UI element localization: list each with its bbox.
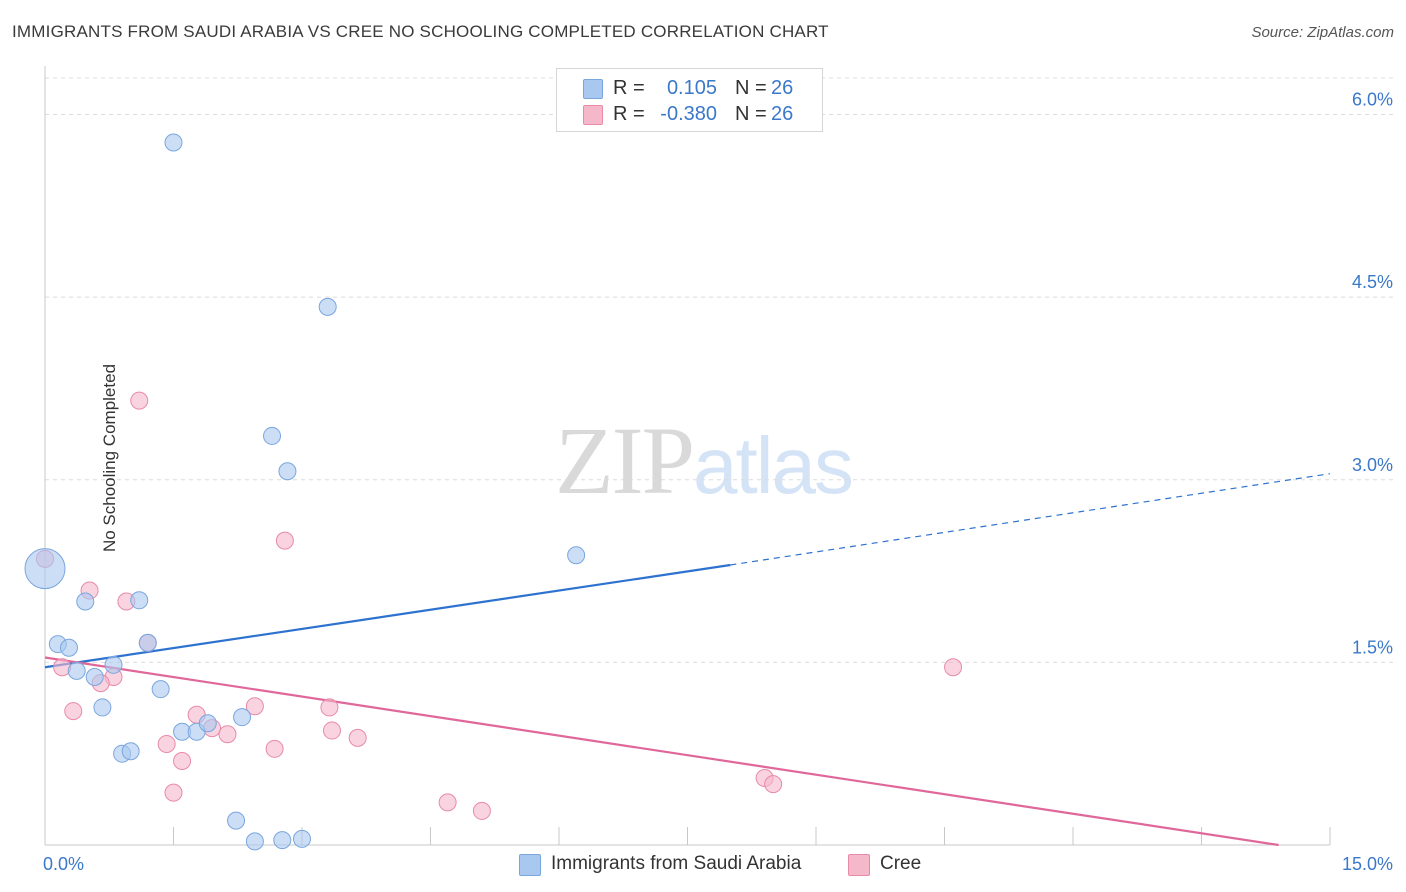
legend-n-label: N = <box>735 103 767 125</box>
x-tick-label: 0.0% <box>43 854 84 874</box>
watermark-atlas: atlas <box>693 421 854 510</box>
series-legend-swatch-saudi <box>519 854 541 876</box>
legend-n-label: N = <box>735 77 767 99</box>
legend-r-label: R = <box>613 103 645 125</box>
data-point-saudi <box>263 426 282 445</box>
point-layer <box>24 133 963 851</box>
chart-title: IMMIGRANTS FROM SAUDI ARABIA VS CREE NO … <box>12 22 829 41</box>
data-point-cree <box>438 793 457 812</box>
data-point-cree <box>472 801 491 820</box>
data-point-saudi <box>233 708 252 727</box>
data-point-cree <box>64 702 83 721</box>
legend-row-saudi: R = 0.105 N = 26 <box>557 75 822 101</box>
data-point-saudi <box>227 811 246 830</box>
watermark: ZIPatlas <box>555 405 854 516</box>
data-point-saudi <box>24 548 66 590</box>
legend-n-value: 26 <box>771 103 794 125</box>
y-axis-label: No Schooling Completed <box>100 363 120 553</box>
legend-n-value: 26 <box>771 77 794 99</box>
data-point-cree <box>130 391 149 410</box>
data-point-cree <box>764 775 783 794</box>
legend-swatch-saudi <box>583 79 603 99</box>
trend-line-cree <box>44 656 1279 847</box>
data-point-saudi <box>245 832 264 851</box>
data-point-saudi <box>198 714 217 733</box>
data-point-cree <box>245 697 264 716</box>
data-point-saudi <box>151 680 170 699</box>
axis-layer <box>44 66 1331 846</box>
trend-line-saudi-extrapolated <box>730 473 1331 566</box>
series-legend: Immigrants from Saudi Arabia Cree <box>0 852 1406 878</box>
data-point-saudi <box>567 546 586 565</box>
data-point-cree <box>164 783 183 802</box>
y-tick-label: 6.0% <box>1352 90 1393 110</box>
data-point-cree <box>157 734 176 753</box>
data-point-saudi <box>318 297 337 316</box>
y-tick-label: 4.5% <box>1352 272 1393 292</box>
x-tick-label: 15.0% <box>1342 854 1393 874</box>
data-point-cree <box>173 751 192 770</box>
series-legend-label-cree: Cree <box>880 853 922 874</box>
data-point-saudi <box>164 133 183 152</box>
source-label: Source: ZipAtlas.com <box>1251 24 1394 41</box>
data-point-saudi <box>59 638 78 657</box>
data-point-saudi <box>121 742 140 761</box>
data-point-cree <box>944 658 963 677</box>
legend-r-value: 0.105 <box>666 77 717 99</box>
legend-swatch-cree <box>583 105 603 125</box>
watermark-zip: ZIP <box>555 407 695 514</box>
data-point-saudi <box>85 667 104 686</box>
data-point-saudi <box>138 633 157 652</box>
legend-row-cree: R = -0.380 N = 26 <box>557 101 822 127</box>
data-point-saudi <box>293 829 311 848</box>
data-point-cree <box>275 531 294 550</box>
trend-layer <box>44 473 1331 847</box>
data-point-cree <box>348 728 367 747</box>
y-tick-label: 1.5% <box>1352 637 1393 657</box>
data-point-cree <box>218 725 237 744</box>
correlation-legend: R = 0.105 N = 26 R = -0.380 N = 26 <box>556 68 823 132</box>
data-point-saudi <box>67 661 86 680</box>
legend-r-value: -0.380 <box>660 103 717 125</box>
series-legend-swatch-cree <box>848 854 870 876</box>
data-point-cree <box>322 721 341 740</box>
trend-line-saudi <box>44 563 731 669</box>
data-point-saudi <box>278 462 297 481</box>
data-point-saudi <box>104 655 123 674</box>
data-point-saudi <box>93 698 112 717</box>
tick-label-layer: 1.5% 3.0% 4.5% 6.0% 0.0% 15.0% <box>43 90 1393 874</box>
data-point-saudi <box>130 591 149 610</box>
legend-r-label: R = <box>613 77 645 99</box>
data-point-saudi <box>76 592 95 611</box>
data-point-cree <box>265 739 284 758</box>
data-point-cree <box>320 698 339 717</box>
grid-layer <box>45 77 1395 663</box>
series-legend-label-saudi: Immigrants from Saudi Arabia <box>551 853 802 874</box>
data-point-saudi <box>273 831 292 850</box>
y-tick-label: 3.0% <box>1352 455 1393 475</box>
